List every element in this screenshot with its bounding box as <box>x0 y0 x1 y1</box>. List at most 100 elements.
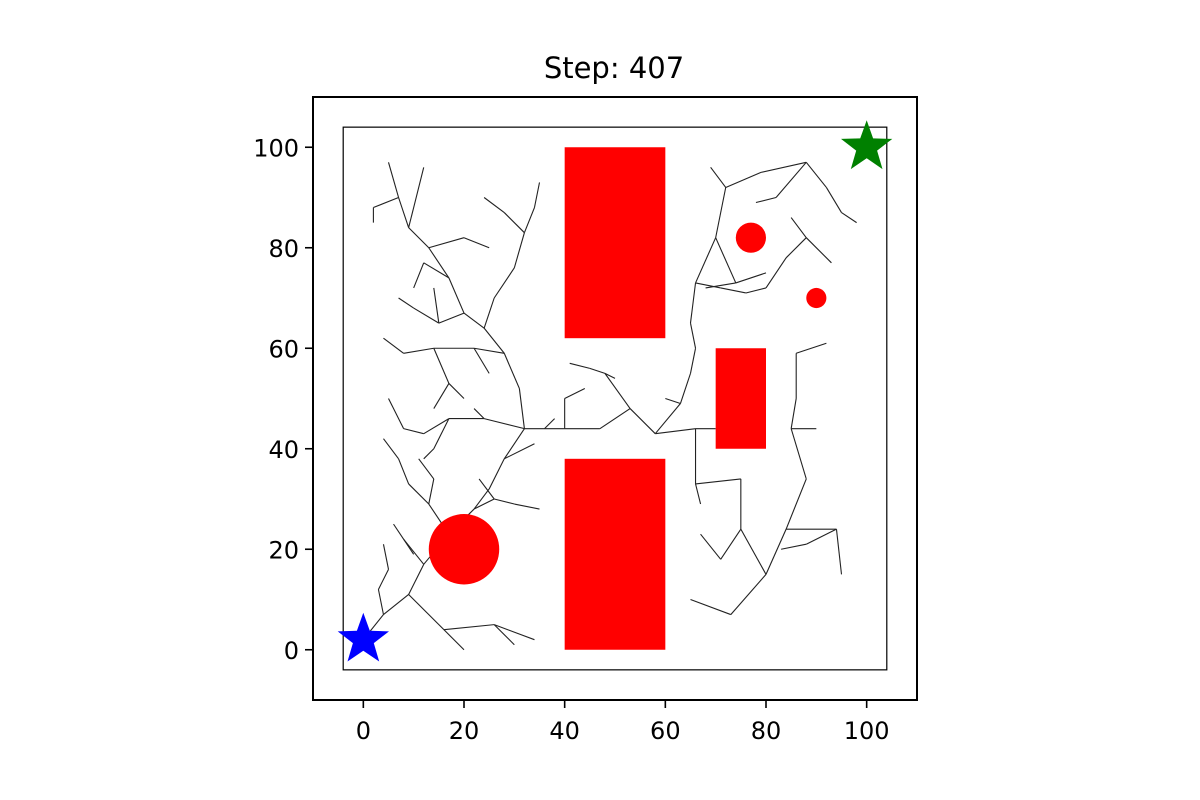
boundary <box>342 126 888 671</box>
tree-edge <box>377 589 385 615</box>
tree-edge <box>523 207 535 233</box>
y-tick-label: 80 <box>268 235 299 263</box>
tree-edge <box>408 483 430 505</box>
tree-edge <box>403 538 415 555</box>
tree-edge <box>377 569 389 590</box>
obstacle-circle <box>806 287 827 309</box>
tree-edge <box>408 227 430 249</box>
tree-edge <box>433 287 440 324</box>
tree-edge <box>780 543 807 550</box>
tree-edge <box>408 564 425 595</box>
tree-edge <box>484 418 525 430</box>
tree-edge <box>745 287 767 294</box>
tree-edge <box>423 262 450 279</box>
tree-edge <box>790 428 807 480</box>
tree-edge <box>408 594 445 631</box>
tree-edge <box>760 161 807 173</box>
tree-edge <box>473 347 490 374</box>
tree-edge <box>504 443 535 460</box>
tree-edge <box>398 297 414 309</box>
tree-edge <box>705 282 736 289</box>
tree-edge <box>398 458 410 485</box>
tree-edge <box>433 348 450 384</box>
tree-edge <box>695 478 741 485</box>
tree-edge <box>438 312 465 324</box>
tree-edge <box>428 247 450 279</box>
rrt-tree <box>362 161 857 651</box>
tree-edge <box>503 353 520 389</box>
obstacle-circle <box>735 222 767 253</box>
obstacle-circle <box>428 514 500 585</box>
tree-edge <box>735 272 767 284</box>
tree-edge <box>408 167 425 228</box>
tree-edge <box>790 398 797 429</box>
tree-edge <box>805 237 832 264</box>
tree-edge <box>775 161 807 198</box>
tree-edge <box>533 182 541 208</box>
markers <box>337 120 893 662</box>
tree-edge <box>483 297 495 329</box>
tree-edge <box>428 478 435 505</box>
tree-edge <box>604 373 631 409</box>
tree-edge <box>398 197 410 228</box>
tree-edge <box>689 282 697 324</box>
obstacles <box>428 147 827 650</box>
tree-edge <box>715 187 727 238</box>
tree-edge <box>433 418 450 449</box>
tree-edge <box>423 418 450 435</box>
tree-edge <box>740 528 767 575</box>
environment-boundary <box>342 126 888 671</box>
tree-edge <box>790 217 807 239</box>
tree-edge <box>679 373 692 404</box>
tree-edge <box>493 624 515 646</box>
tree-edge <box>403 347 434 354</box>
tree-edge <box>443 629 465 651</box>
tree-edge <box>569 362 590 369</box>
tree-edge <box>418 458 435 480</box>
tree-edge <box>413 307 440 324</box>
tree-edge <box>694 483 702 505</box>
y-tick-label: 60 <box>268 335 299 363</box>
tree-edge <box>700 533 722 560</box>
tree-edge <box>599 408 631 430</box>
tree-edge <box>689 323 697 349</box>
x-tick-label: 100 <box>844 717 890 745</box>
start-star-icon <box>337 612 389 662</box>
tree-edge <box>503 428 525 460</box>
y-tick-label: 100 <box>253 134 299 162</box>
tree-edge <box>473 408 485 419</box>
tree-edge <box>835 529 843 575</box>
tree-edge <box>387 162 400 198</box>
tree-edge <box>715 237 737 284</box>
tree-edge <box>513 232 525 269</box>
tree-edge <box>388 398 405 429</box>
tree-edge <box>720 528 742 560</box>
tree-edge <box>544 418 555 430</box>
tree-edge <box>403 428 424 435</box>
x-axis: 0 20 40 60 80 100 <box>356 700 890 745</box>
tree-edge <box>463 237 490 249</box>
tree-edge <box>755 196 777 204</box>
tree-edge <box>665 397 681 405</box>
x-tick-label: 80 <box>751 717 782 745</box>
tree-edge <box>503 212 525 234</box>
tree-edge <box>383 594 409 616</box>
tree-edge <box>448 277 465 314</box>
tree-edge <box>483 197 505 214</box>
tree-edge <box>383 337 404 354</box>
tree-edge <box>806 528 837 545</box>
obstacle-rect <box>564 458 666 650</box>
obstacle-rect <box>564 147 666 339</box>
tree-edge <box>765 257 787 289</box>
tree-edge <box>695 237 717 284</box>
tree-edge <box>494 624 535 641</box>
tree-edge <box>655 428 696 435</box>
y-tick-label: 40 <box>268 436 299 464</box>
x-tick-label: 20 <box>449 717 480 745</box>
y-tick-label: 20 <box>268 536 299 564</box>
tree-edge <box>805 161 827 188</box>
tree-edge <box>695 282 721 289</box>
x-tick-label: 60 <box>650 717 681 745</box>
tree-edge <box>689 348 697 374</box>
